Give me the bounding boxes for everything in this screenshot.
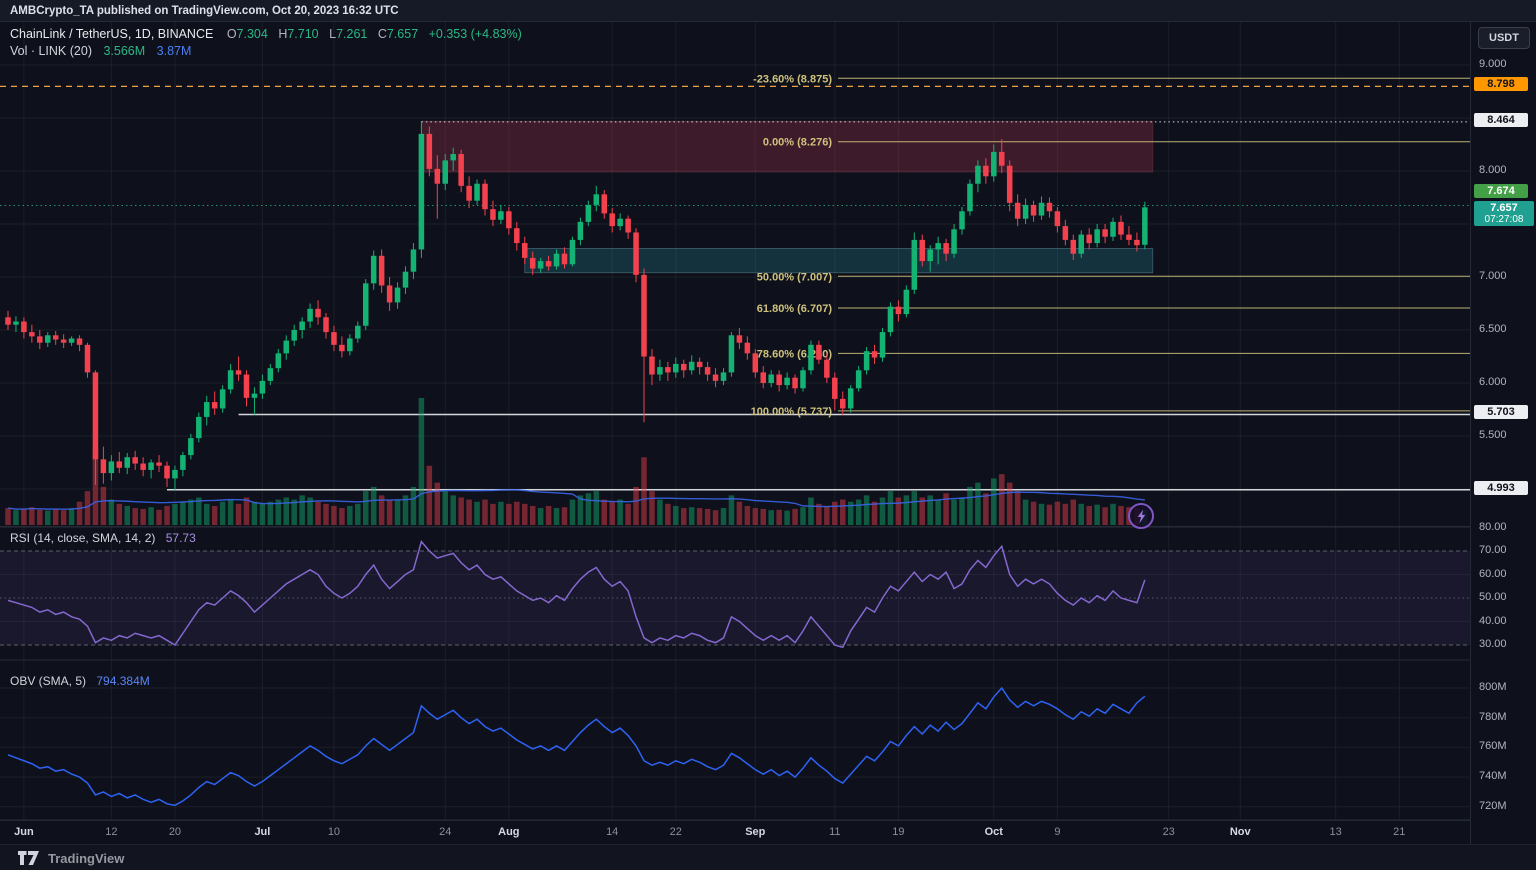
time-axis-label: Sep [745,826,766,838]
rsi-axis-label: 80.00 [1479,520,1507,533]
page-title: AMBCrypto_TA published on TradingView.co… [0,0,1536,22]
volume-series [5,398,1148,525]
low-label: L [329,27,337,41]
time-axis-label: 11 [829,826,841,838]
close-label: C [377,27,387,41]
obv-axis-label: 740M [1479,770,1507,783]
obv-value: 794.384M [96,674,150,688]
high-value: 7.710 [287,27,319,41]
low-value: 7.261 [336,27,368,41]
open-label: O [226,27,237,41]
rsi-legend[interactable]: RSI (14, close, SMA, 14, 2) 57.73 [10,531,196,545]
time-axis-label: 19 [892,826,905,838]
obv-axis-label: 720M [1479,799,1507,812]
price-axis-label: 6.500 [1479,323,1507,335]
price-axis-label: 8.000 [1479,164,1507,176]
obv-pane [7,686,1146,807]
volume-ma-value: 3.87M [156,44,192,58]
time-axis-label: 14 [606,826,619,838]
price-axis-label: 9.000 [1479,58,1507,70]
flash-icon[interactable] [1128,503,1154,529]
obv-axis-label: 800M [1479,681,1507,693]
rsi-axis-label: 30.00 [1479,638,1507,650]
price-axis[interactable]: USDT 9.000 8.000 7.000 6.500 6.000 5.500 80.00… [1470,22,1536,844]
lightning-bolt-icon [1137,509,1145,523]
open-value: 7.304 [236,27,268,41]
candlestick-series [5,121,1148,491]
time-axis-label: 20 [168,826,182,838]
obv-legend[interactable]: OBV (SMA, 5) 794.384M [10,674,150,688]
symbol-name[interactable]: ChainLink / TetherUS, 1D, BINANCE [10,27,214,41]
price-axis-label: 6.000 [1479,376,1507,388]
rsi-axis-label: 60.00 [1479,567,1507,580]
ohlc-row: ChainLink / TetherUS, 1D, BINANCE O7.304… [10,26,522,43]
time-axis-label: 24 [439,826,452,838]
rsi-axis-label: 40.00 [1479,614,1507,627]
bar-countdown: 07:27:08 [1484,214,1524,225]
obv-axis-label: 760M [1479,740,1507,753]
symbol-legend[interactable]: ChainLink / TetherUS, 1D, BINANCE O7.304… [10,26,522,60]
time-axis[interactable]: Jun 12 20 Jul 10 24 Aug 14 22 Sep 11 19 Oct 9 23 Nov 13 2… [0,820,1470,845]
time-axis-label: 10 [327,826,341,838]
rsi-axis-label: 70.00 [1479,544,1507,556]
volume-label[interactable]: Vol · LINK (20) [10,44,92,58]
rsi-axis-label: 50.00 [1479,591,1507,603]
price-zones [421,120,1154,274]
price-badge-8.464: 8.464 [1474,112,1528,127]
rsi-label: RSI (14, close, SMA, 14, 2) [10,531,156,545]
fib-level-label: 100.00% (5.737) [751,406,833,418]
time-axis-label: Jun [14,826,34,838]
obv-axis-label: 780M [1479,710,1507,723]
price-badge-7.657: 7.657 07:27:08 [1474,201,1534,226]
time-axis-label: 13 [1329,826,1342,838]
demand-zone [524,248,1154,274]
fib-level-label: 0.00% (8.276) [763,137,832,149]
price-badge-5.703: 5.703 [1474,405,1528,420]
currency-toggle-button[interactable]: USDT [1478,27,1530,49]
time-axis-label: 21 [1393,826,1406,838]
tradingview-logo-icon[interactable] [18,851,40,865]
time-axis-label: Nov [1229,826,1251,838]
fib-level-label: 61.80% (6.707) [757,303,833,315]
time-axis-label: Jul [254,826,271,838]
price-badge-7.674: 7.674 [1474,184,1528,198]
obv-label: OBV (SMA, 5) [10,674,87,688]
volume-value: 3.566M [103,44,146,58]
rsi-value: 57.73 [165,531,196,545]
footer-bar: TradingView [0,844,1536,870]
rsi-pane [0,540,1470,649]
price-badge-8.798: 8.798 [1474,77,1528,92]
time-axis-label: 22 [669,826,682,838]
chart-canvas[interactable]: -23.60% (8.875) 0.00% (8.276) 50.00% (7.00… [0,0,1470,870]
price-axis-label: 5.500 [1479,429,1507,441]
price-badge-4.993: 4.993 [1474,480,1528,495]
fib-level-label: 50.00% (7.007) [757,271,833,283]
fib-level-label: -23.60% (8.875) [753,73,832,85]
close-value: 7.657 [386,27,419,41]
time-axis-label: 23 [1162,826,1175,838]
change-value: +0.353 (+4.83%) [428,27,522,41]
volume-row: Vol · LINK (20) 3.566M 3.87M [10,43,522,60]
price-axis-label: 7.000 [1479,270,1507,282]
horizontal-lines [0,85,1470,491]
time-axis-label: Oct [984,826,1003,838]
supply-zone [421,120,1154,173]
tradingview-brand[interactable]: TradingView [48,850,125,866]
time-axis-label: 9 [1054,826,1061,838]
time-axis-label: Aug [498,826,520,838]
time-axis-label: 12 [105,826,118,838]
high-label: H [278,27,288,41]
